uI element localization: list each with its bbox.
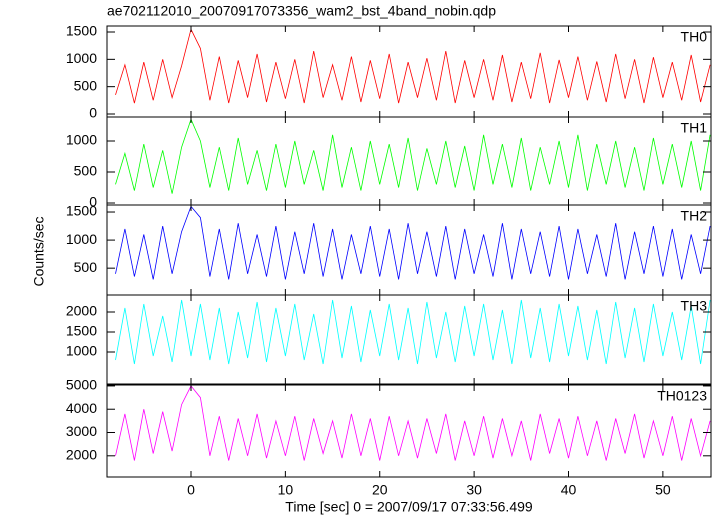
panel-frame: [106, 294, 712, 385]
x-tick-label: 20: [372, 482, 388, 498]
y-tick-label: 1500: [66, 23, 97, 39]
y-tick-label: 500: [74, 163, 98, 179]
y-tick-label: 1500: [66, 203, 97, 219]
x-tick-label: 50: [655, 482, 671, 498]
y-tick-label: 0: [89, 105, 97, 121]
panel-label: TH1: [681, 120, 708, 136]
y-tick-label: 5000: [66, 377, 97, 393]
x-tick-label: 10: [278, 482, 294, 498]
x-axis-label: Time [sec] 0 = 2007/09/17 07:33:56.499: [285, 499, 533, 515]
y-axis-label: Counts/sec: [31, 216, 47, 286]
y-tick-label: 1000: [66, 231, 97, 247]
y-tick-label: 1000: [66, 50, 97, 66]
panel-frame: [106, 384, 712, 478]
y-tick-label: 2000: [66, 303, 97, 319]
x-tick-label: 40: [561, 482, 577, 498]
panel-label: TH0: [681, 29, 708, 45]
y-tick-label: 1000: [66, 132, 97, 148]
chart-title: ae702112010_20070917073356_wam2_bst_4ban…: [107, 3, 496, 19]
light-curve: [115, 28, 711, 104]
panel-frame: [106, 116, 712, 206]
light-curve: [115, 385, 711, 461]
panel-label: TH0123: [657, 388, 707, 404]
x-tick-label: 30: [466, 482, 482, 498]
light-curve: [115, 118, 711, 194]
y-tick-label: 3000: [66, 423, 97, 439]
panel-label: TH3: [681, 298, 708, 314]
y-tick-label: 0: [89, 194, 97, 210]
y-tick-label: 4000: [66, 400, 97, 416]
y-tick-label: 1000: [66, 343, 97, 359]
y-tick-label: 2000: [66, 447, 97, 463]
x-tick-label: 0: [187, 482, 195, 498]
y-tick-label: 500: [74, 259, 98, 275]
panel-frame: [106, 25, 712, 118]
y-tick-label: 1500: [66, 323, 97, 339]
panel-label: TH2: [681, 208, 708, 224]
y-tick-label: 500: [74, 77, 98, 93]
light-curve: [115, 205, 711, 280]
light-curve: [115, 299, 711, 365]
